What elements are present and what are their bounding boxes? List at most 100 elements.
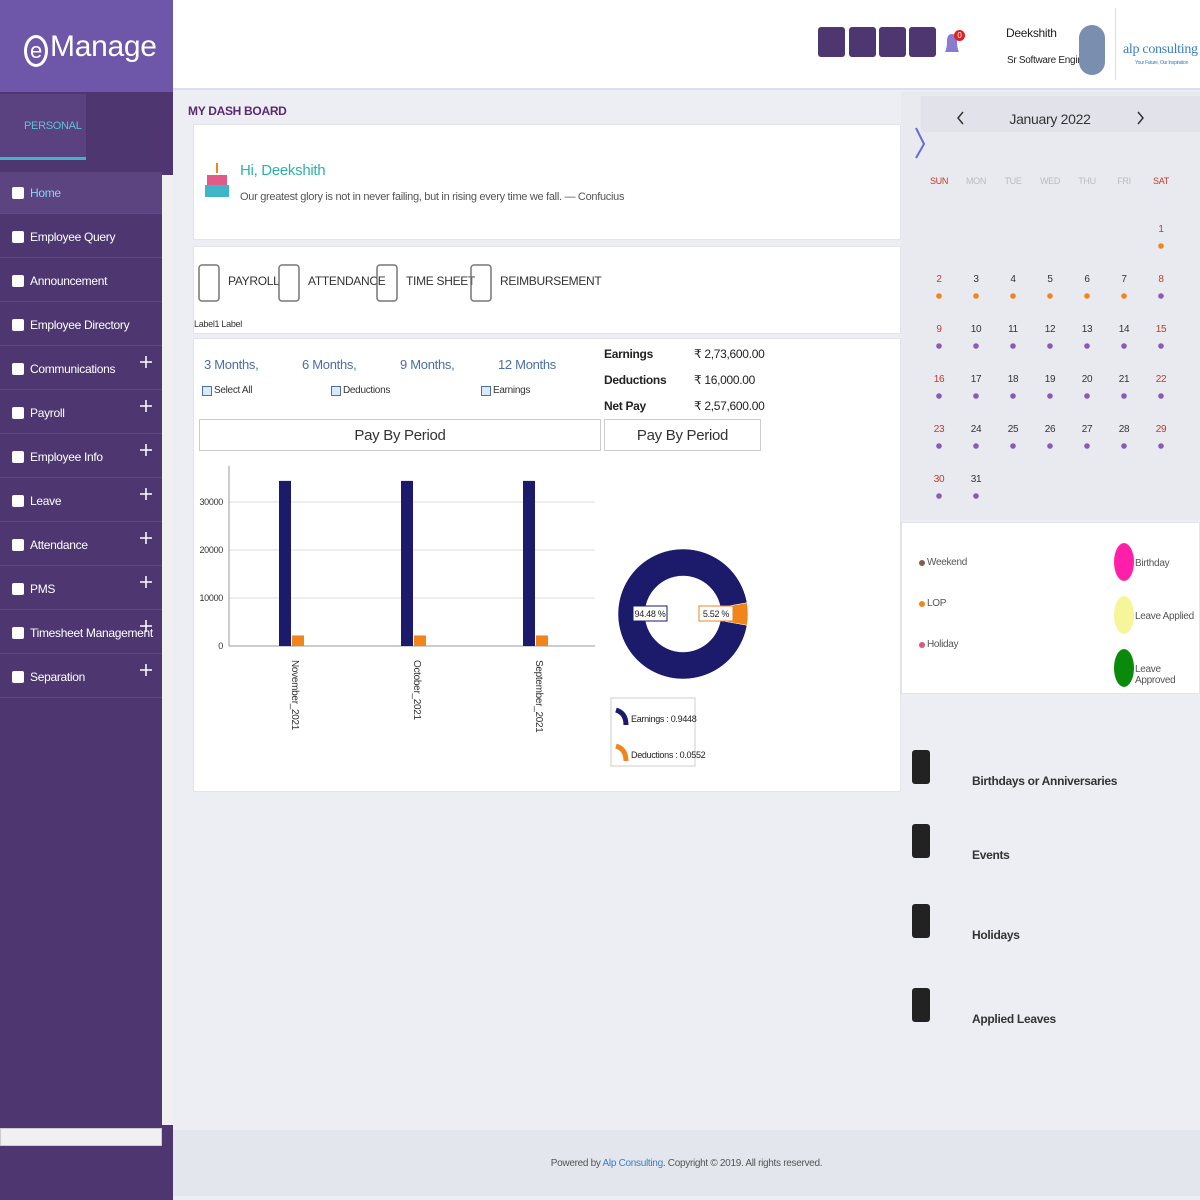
menu-item[interactable]: Home [0,172,162,214]
menu-item[interactable]: Payroll [0,392,162,434]
day[interactable]: 30 [934,474,946,485]
header-icon[interactable] [849,27,876,57]
day[interactable]: 2 [936,274,942,285]
widget-icon[interactable] [907,742,937,792]
period-option[interactable]: 9 Months, [400,357,455,372]
period-option[interactable]: 12 Months [498,357,557,372]
day[interactable]: 8 [1158,274,1164,285]
legend-swatch [615,743,629,762]
day[interactable]: 21 [1119,374,1131,385]
prev-month[interactable] [957,111,964,125]
day[interactable]: 26 [1045,424,1057,435]
checkbox[interactable] [202,386,212,396]
tab-icon[interactable] [468,259,494,309]
day[interactable]: 25 [1008,424,1020,435]
menu-item[interactable]: Employee Directory [0,304,162,346]
weekday: THU [1078,176,1096,186]
menu-label: Employee Info [30,449,103,464]
personal-tab[interactable]: PERSONAL [0,94,86,160]
widget-label[interactable]: Birthdays or Anniversaries [972,774,1118,788]
footer-link[interactable]: Alp Consulting [602,1158,664,1169]
tab-label[interactable]: REIMBURSEMENT [500,274,602,288]
widget-icon[interactable] [907,816,937,866]
menu-item[interactable]: Separation [0,656,162,698]
day[interactable]: 23 [934,424,946,435]
tab-label[interactable]: ATTENDANCE [308,274,386,288]
day[interactable]: 9 [936,324,942,335]
widget-label[interactable]: Applied Leaves [972,1012,1056,1026]
day[interactable]: 3 [973,274,979,285]
x-tick-label: October_2021 [411,660,422,721]
day[interactable]: 7 [1121,274,1127,285]
menu-item[interactable]: Attendance [0,524,162,566]
menu-item[interactable]: Employee Query [0,216,162,258]
day[interactable]: 15 [1156,324,1168,335]
tab-icon[interactable] [196,259,222,309]
day-dot [936,443,942,449]
day[interactable]: 28 [1119,424,1131,435]
period-option[interactable]: 6 Months, [302,357,357,372]
expand-icon[interactable] [140,444,152,456]
menu-item[interactable]: Leave [0,480,162,522]
menu-item[interactable]: PMS [0,568,162,610]
logo[interactable]: e Manage [0,0,173,92]
expand-icon[interactable] [140,664,152,676]
header-icon[interactable] [818,27,845,57]
day[interactable]: 18 [1008,374,1020,385]
avatar[interactable] [1079,25,1105,75]
day-dot [973,443,979,449]
period-option[interactable]: 3 Months, [204,357,259,372]
checkbox-label: Earnings [493,385,531,396]
day[interactable]: 22 [1156,374,1168,385]
day[interactable]: 13 [1082,324,1094,335]
expand-icon[interactable] [140,576,152,588]
menu-item[interactable]: Communications [0,348,162,390]
tab-icon[interactable] [276,259,302,309]
menu-item[interactable]: Timesheet Management [0,612,162,654]
day[interactable]: 4 [1010,274,1016,285]
widget-label[interactable]: Events [972,848,1010,862]
tab-label[interactable]: PAYROLL [228,274,280,288]
widget-icon[interactable] [907,896,937,946]
day[interactable]: 1 [1158,224,1164,235]
header-icon[interactable] [909,27,936,57]
day[interactable]: 27 [1082,424,1094,435]
day[interactable]: 19 [1045,374,1057,385]
day[interactable]: 5 [1047,274,1053,285]
day[interactable]: 16 [934,374,946,385]
calendar-month: January 2022 [1009,111,1091,127]
day[interactable]: 12 [1045,324,1057,335]
day[interactable]: 6 [1084,274,1090,285]
collapse-arrow[interactable] [915,127,926,159]
day[interactable]: 11 [1008,324,1019,335]
legend-label: Earnings : 0.9448 [631,714,697,724]
day[interactable]: 24 [971,424,983,435]
next-month[interactable] [1137,111,1144,125]
icon-shape [12,671,24,683]
day[interactable]: 20 [1082,374,1094,385]
widget-icon[interactable] [907,980,937,1030]
day[interactable]: 10 [971,324,983,335]
day[interactable]: 31 [971,474,983,485]
expand-icon[interactable] [140,620,152,632]
checkbox[interactable] [481,386,491,396]
checkbox[interactable] [331,386,341,396]
expand-icon[interactable] [140,532,152,544]
widget-label[interactable]: Holidays [972,928,1020,942]
tab-icon[interactable] [374,259,400,309]
icon-shape [12,627,24,639]
tab-label: PERSONAL [24,120,82,132]
x-tick-label: November_2021 [289,660,300,731]
day[interactable]: 29 [1156,424,1168,435]
expand-icon[interactable] [140,400,152,412]
scrollbar[interactable] [0,1128,162,1146]
scroll-track[interactable] [162,175,173,1125]
menu-item[interactable]: Employee Info [0,436,162,478]
header-icon[interactable] [879,27,906,57]
day[interactable]: 17 [971,374,983,385]
tab-label[interactable]: TIME SHEET [406,274,476,288]
day[interactable]: 14 [1119,324,1131,335]
expand-icon[interactable] [140,488,152,500]
expand-icon[interactable] [140,356,152,368]
menu-item[interactable]: Announcement [0,260,162,302]
